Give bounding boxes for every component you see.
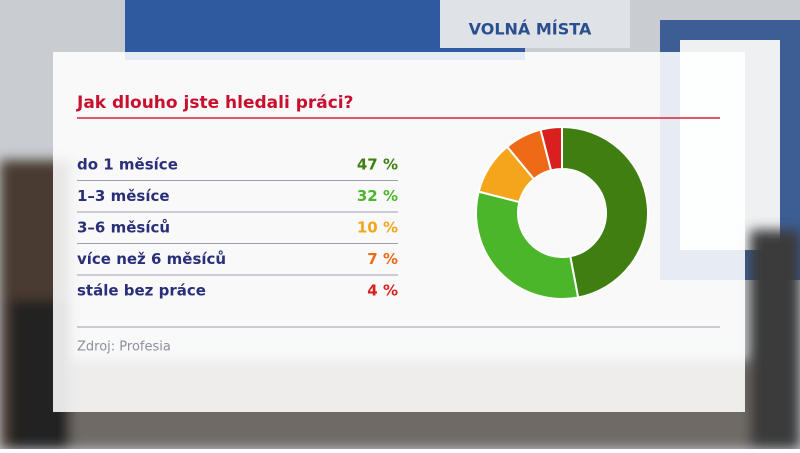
row-label: stále bez práce <box>77 282 206 300</box>
sign-text: VOLNÁ MÍSTA <box>469 20 592 39</box>
slice <box>561 125 649 299</box>
value-label: 4 % <box>367 282 398 300</box>
row-label: do 1 měsíce <box>77 156 178 174</box>
value-label: 10 % <box>357 219 398 237</box>
value-label: 7 % <box>367 250 398 268</box>
source: Zdroj: Profesia <box>77 340 171 355</box>
value-label: 32 % <box>357 187 398 205</box>
slice <box>539 125 563 172</box>
row-label: 3–6 měsíců <box>77 219 170 237</box>
chart-title: Jak dlouho jste hledali práci? <box>76 93 353 113</box>
row-label: 1–3 měsíce <box>77 187 170 205</box>
slice <box>475 190 580 300</box>
value-label: 47 % <box>357 156 398 174</box>
row-label: více než 6 měsíců <box>77 250 226 268</box>
